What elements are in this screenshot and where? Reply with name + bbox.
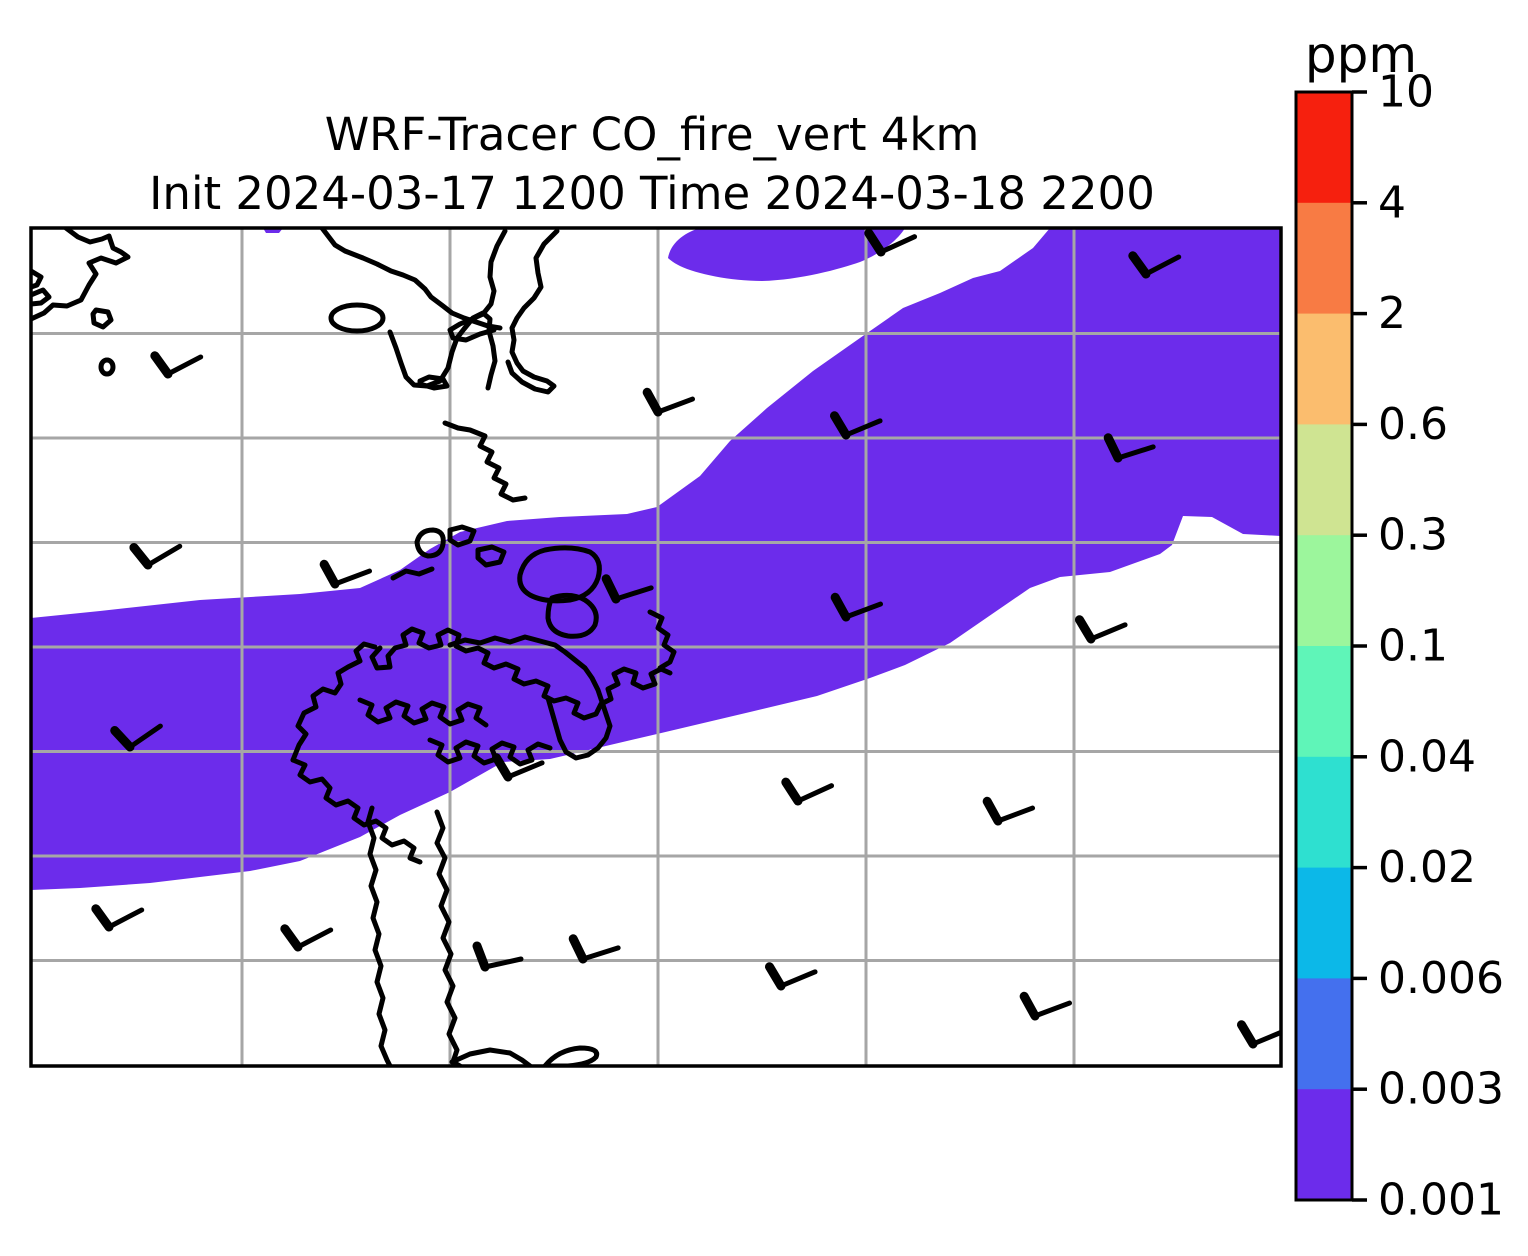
wind-barb-icon: [129, 542, 183, 570]
coastline: [647, 609, 677, 671]
wind-barb-icon: [568, 934, 621, 964]
coastline: [390, 566, 435, 581]
coastline: [290, 641, 378, 763]
coastline: [31, 268, 44, 290]
wind-barb-icon: [1236, 1020, 1281, 1049]
coastline: [357, 697, 489, 728]
wind-barb-icon: [1074, 615, 1128, 644]
coastline: [369, 626, 673, 721]
coastline: [319, 228, 503, 331]
colorbar-segment: [1296, 646, 1352, 758]
coastline: [417, 374, 450, 391]
colorbar-tick-label: 2: [1378, 288, 1406, 339]
coastline: [31, 287, 52, 307]
colorbar-tick-label: 10: [1378, 67, 1434, 118]
tracer-filled-region: [668, 228, 905, 281]
colorbar-segment: [1296, 202, 1352, 315]
colorbar-tick-label: 0.003: [1378, 1064, 1504, 1115]
colorbar-tick-label: 0.3: [1378, 510, 1448, 561]
colorbar-tick-label: 0.6: [1378, 399, 1448, 450]
wind-barb-icon: [829, 411, 883, 440]
coastline: [328, 302, 386, 334]
wind-barb-icon: [491, 753, 545, 782]
coastline: [387, 310, 498, 391]
colorbar-segment: [1296, 867, 1352, 980]
wind-barb-icon: [150, 351, 204, 379]
coastline: [365, 805, 393, 1066]
colorbar-segment: [1296, 313, 1352, 426]
colorbar-tick-label: 0.001: [1378, 1175, 1504, 1226]
colorbar-tick-label: 4: [1378, 177, 1406, 228]
coastline: [517, 545, 602, 604]
colorbar-tick-label: 0.04: [1378, 731, 1476, 782]
wind-barb-icon: [642, 387, 696, 417]
coastline: [427, 737, 553, 767]
coastline: [434, 809, 463, 1066]
wind-barb-icon: [830, 592, 884, 622]
tracer-filled-region: [31, 228, 1281, 890]
wind-barb-icon: [1019, 991, 1073, 1021]
coastline: [542, 1045, 600, 1066]
colorbar-segment: [1296, 424, 1352, 537]
colorbar-segment: [1296, 535, 1352, 647]
colorbar-tick-label: 0.02: [1378, 842, 1476, 893]
wind-barb-icon: [781, 777, 835, 806]
wind-barb-icon: [982, 796, 1036, 826]
coastline: [31, 228, 131, 322]
coastline: [505, 228, 560, 395]
coastline: [545, 592, 599, 639]
colorbar-tick-label: 0.1: [1378, 621, 1448, 672]
wind-barb-icon: [319, 559, 373, 589]
coastline: [90, 307, 114, 330]
plot-title-line1: WRF-Tracer CO_fire_vert 4km: [325, 108, 980, 161]
wind-barb-icon: [1103, 433, 1156, 463]
map-border: [29, 226, 1283, 1068]
wind-barb-icon: [601, 574, 654, 604]
wind-barb-icon: [1128, 251, 1182, 279]
coastline: [98, 357, 116, 377]
coastline: [447, 634, 613, 761]
wind-barb-icon: [280, 924, 334, 952]
coastline: [414, 527, 446, 559]
wind-barb-icon: [864, 228, 918, 257]
coastline: [475, 544, 507, 568]
coastline: [442, 420, 528, 503]
wind-barb-icon: [764, 962, 818, 991]
wind-barb-icon: [110, 723, 163, 752]
map-plot-area: [31, 228, 1281, 1066]
coastline: [447, 524, 477, 548]
colorbar-segment: [1296, 756, 1352, 869]
colorbar-segment: [1296, 92, 1352, 204]
colorbar-tick-label: 0.006: [1378, 953, 1504, 1004]
plot-title-line2: Init 2024-03-17 1200 Time 2024-03-18 220…: [149, 167, 1155, 220]
colorbar-segment: [1296, 1089, 1352, 1201]
colorbar-segment: [1296, 978, 1352, 1091]
wind-barb-icon: [91, 904, 145, 932]
coastline: [290, 757, 423, 865]
colorbar-unit-label: ppm: [1305, 26, 1417, 84]
coastline: [449, 1047, 533, 1066]
wind-barb-icon: [472, 941, 524, 972]
